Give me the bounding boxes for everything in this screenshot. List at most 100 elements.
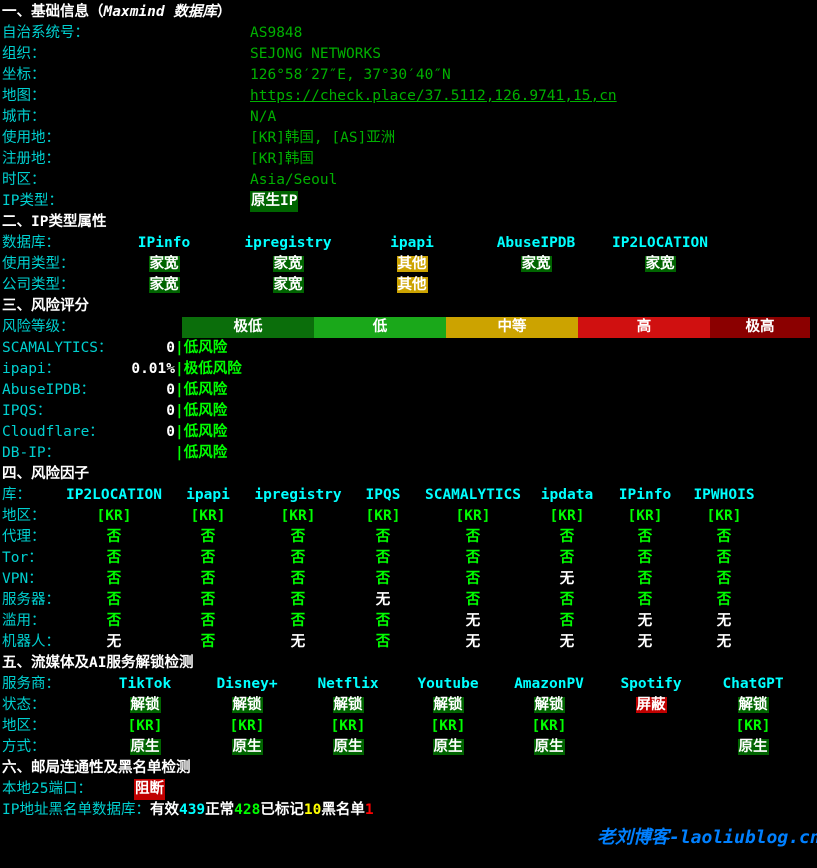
svc-header: Disney+ <box>196 674 298 695</box>
svc-cell: [KR] <box>398 716 498 737</box>
score-row: SCAMALYTICS：0|低风险 <box>2 338 815 359</box>
info-value: 126°58′27″E, 37°30′40″N <box>250 65 451 86</box>
factor-cell: 否 <box>60 569 168 590</box>
factor-cell: 否 <box>248 611 348 632</box>
factor-row: VPN：否否否否否无否否 <box>2 569 815 590</box>
factor-cell: 否 <box>248 569 348 590</box>
bl-key: 已标记 <box>260 800 304 821</box>
score-risk: 低风险 <box>184 401 228 422</box>
svc-value: [KR] <box>532 718 567 734</box>
svc-row-label: 方式： <box>2 737 94 758</box>
svc-cell: 原生 <box>94 737 196 758</box>
type-cell: 家宽 <box>102 254 226 275</box>
map-link[interactable]: https://check.place/37.5112,126.9741,15,… <box>250 86 617 107</box>
info-label: 坐标： <box>2 65 250 86</box>
factor-label: VPN： <box>2 569 60 590</box>
svc-value: 原生 <box>333 739 364 755</box>
factor-cell: 否 <box>248 590 348 611</box>
lib-header: IPQS <box>348 485 418 506</box>
score-name: DB-IP： <box>2 443 120 464</box>
svc-header: TikTok <box>94 674 196 695</box>
svc-value: [KR] <box>331 718 366 734</box>
type-badge: 家宽 <box>149 277 180 293</box>
type-badge: 家宽 <box>149 256 180 272</box>
svc-value: 解锁 <box>333 697 364 713</box>
blacklist-row: IP地址黑名单数据库： 有效 439 正常 428 已标记 10 黑名单 1 <box>2 800 815 821</box>
factor-label: 地区： <box>2 506 60 527</box>
factor-cell: [KR] <box>606 506 684 527</box>
svc-value: [KR] <box>431 718 466 734</box>
factor-label: 代理： <box>2 527 60 548</box>
svc-value: [KR] <box>736 718 771 734</box>
info-label: 城市： <box>2 107 250 128</box>
type-cell: 其他 <box>350 254 474 275</box>
type-cell: 家宽 <box>474 254 598 275</box>
section-4-title: 四、风险因子 <box>2 464 815 485</box>
risk-segment: 高 <box>578 317 710 338</box>
factor-cell: 否 <box>168 632 248 653</box>
svc-header: Spotify <box>600 674 702 695</box>
score-row: DB-IP：|低风险 <box>2 443 815 464</box>
factor-cell: 否 <box>348 632 418 653</box>
info-row: 时区：Asia/Seoul <box>2 170 815 191</box>
lib-header-row: 库：IP2LOCATIONipapiipregistryIPQSSCAMALYT… <box>2 485 815 506</box>
db-header: ipapi <box>350 233 474 254</box>
bl-value: 10 <box>304 800 321 821</box>
info-row: 坐标：126°58′27″E, 37°30′40″N <box>2 65 815 86</box>
svc-row-label: 状态： <box>2 695 94 716</box>
score-name: Cloudflare： <box>2 422 120 443</box>
score-risk: 极低风险 <box>184 359 242 380</box>
score-row: Cloudflare：0|低风险 <box>2 422 815 443</box>
factor-cell: 无 <box>606 632 684 653</box>
svc-row-label: 地区： <box>2 716 94 737</box>
type-badge: 家宽 <box>521 256 552 272</box>
factor-cell: 否 <box>60 590 168 611</box>
risk-segment: 极高 <box>710 317 810 338</box>
svc-row: 状态： 解锁 解锁 解锁 解锁 解锁 屏蔽 解锁 <box>2 695 815 716</box>
db-header: AbuseIPDB <box>474 233 598 254</box>
svc-cell: 解锁 <box>498 695 600 716</box>
risk-label: 风险等级： <box>2 317 182 338</box>
type-row: 使用类型： 家宽 家宽 其他 家宽 家宽 <box>2 254 815 275</box>
factor-cell: 无 <box>348 590 418 611</box>
bl-value: 428 <box>234 800 260 821</box>
lib-header: IPinfo <box>606 485 684 506</box>
score-name: IPQS： <box>2 401 120 422</box>
score-risk: 低风险 <box>184 380 228 401</box>
factor-cell: [KR] <box>684 506 764 527</box>
section-6-title: 六、邮局连通性及黑名单检测 <box>2 758 815 779</box>
bar-icon: | <box>175 359 184 380</box>
svc-header: Netflix <box>298 674 398 695</box>
factor-row: 服务器：否否否无否否否否 <box>2 590 815 611</box>
bl-key: 正常 <box>205 800 234 821</box>
lib-header: IP2LOCATION <box>60 485 168 506</box>
factor-cell: 无 <box>248 632 348 653</box>
info-value: AS9848 <box>250 23 302 44</box>
svc-row: 地区：[KR][KR][KR][KR][KR][KR] <box>2 716 815 737</box>
svc-cell <box>600 716 702 737</box>
svc-value: 解锁 <box>433 697 464 713</box>
risk-segment: 极低 <box>182 317 314 338</box>
lib-header: ipdata <box>528 485 606 506</box>
type-badge: 其他 <box>397 277 428 293</box>
score-risk: 低风险 <box>184 443 228 464</box>
factor-cell: 否 <box>418 569 528 590</box>
score-value: 0 <box>120 401 175 422</box>
svc-value: 屏蔽 <box>636 697 667 713</box>
factor-cell: 否 <box>684 527 764 548</box>
watermark: 老刘博客-laoliublog.cn <box>597 827 817 848</box>
svc-value: 解锁 <box>534 697 565 713</box>
info-label: 时区： <box>2 170 250 191</box>
factor-cell: 否 <box>606 527 684 548</box>
svc-cell: 解锁 <box>702 695 804 716</box>
bl-key: 黑名单 <box>321 800 365 821</box>
factor-cell: 否 <box>168 611 248 632</box>
lib-header: ipregistry <box>248 485 348 506</box>
info-value: Asia/Seoul <box>250 170 337 191</box>
svc-cell: 原生 <box>298 737 398 758</box>
type-row: 公司类型： 家宽 家宽 其他 <box>2 275 815 296</box>
svc-value: 原生 <box>130 739 161 755</box>
score-name: AbuseIPDB： <box>2 380 120 401</box>
type-badge: 其他 <box>397 256 428 272</box>
svc-cell: [KR] <box>498 716 600 737</box>
